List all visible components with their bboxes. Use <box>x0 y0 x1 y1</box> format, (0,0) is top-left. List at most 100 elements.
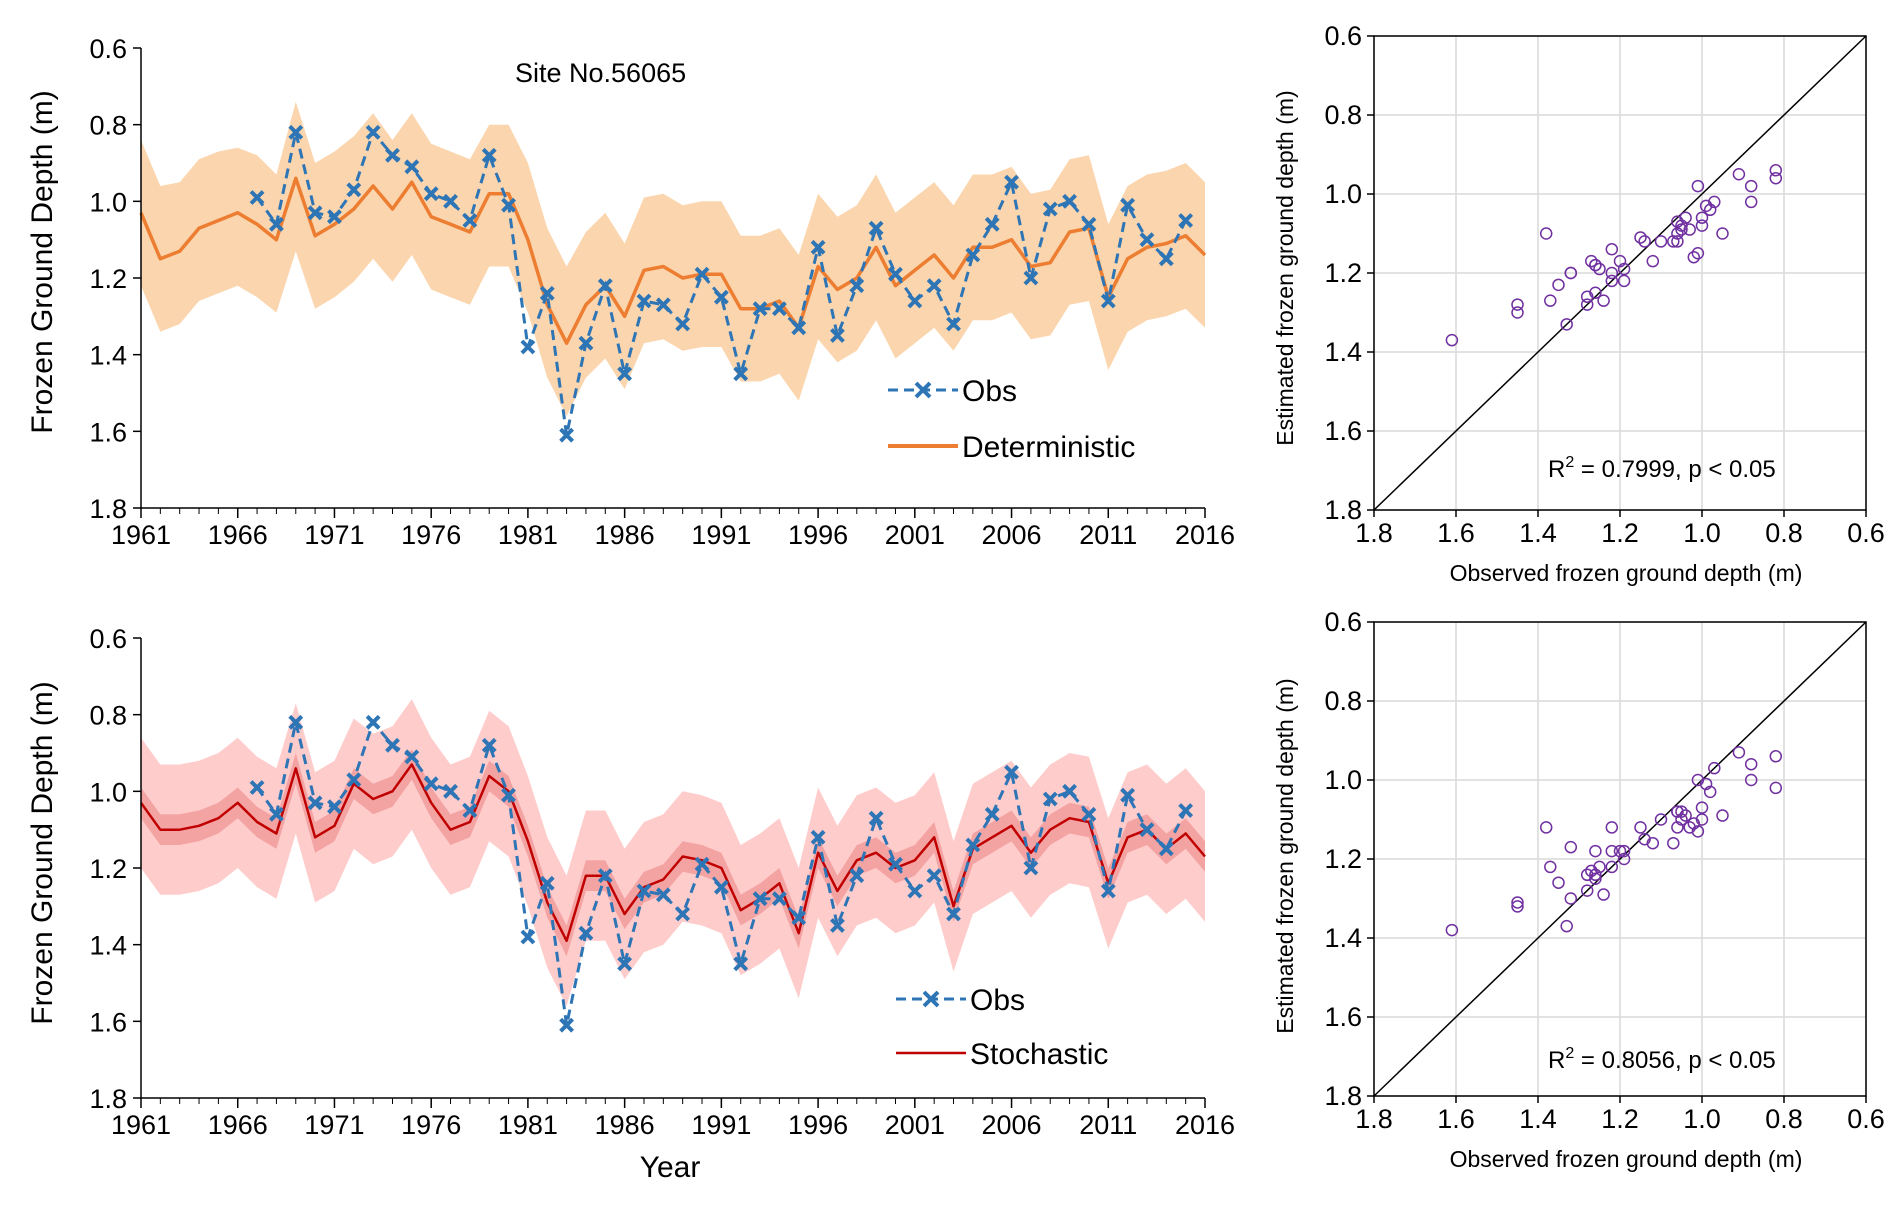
obs-point <box>481 147 497 163</box>
scatter-panel-bottom: 0.6 0.8 1.0 1.2 1.4 1.6 1.81.8 1.6 1.4 1.2 1.0 0.8 0… <box>1272 607 1885 1172</box>
obs-point <box>617 366 633 382</box>
x-axis-label: Observed frozen ground depth (m) <box>1450 560 1803 586</box>
scatter-point <box>1511 896 1524 909</box>
x-tick-label: 0.8 <box>1765 518 1803 548</box>
obs-point <box>404 159 420 175</box>
scatter-point <box>1703 785 1717 799</box>
scatter-point <box>1544 860 1557 874</box>
obs-point <box>327 209 342 225</box>
obs-point <box>946 316 961 332</box>
y-tick-label: 1.6 <box>89 417 127 447</box>
y-tick-label: 1.8 <box>89 1084 127 1114</box>
series-lines <box>139 714 1206 1033</box>
axes <box>1367 621 1867 1103</box>
obs-point <box>926 278 942 294</box>
scatter-point <box>1564 840 1578 854</box>
y-axis-label: Estimated frozen ground depth (m) <box>1272 678 1298 1033</box>
obs-point <box>520 339 536 355</box>
scatter-point <box>1667 836 1680 850</box>
obs-point <box>520 929 536 945</box>
scatter-point <box>1695 801 1709 814</box>
scatter-point <box>1511 900 1524 913</box>
scatter-point <box>1691 825 1705 838</box>
y-tick-label: 0.8 <box>1324 686 1362 716</box>
obs-point <box>888 266 903 282</box>
scatter-point <box>1605 860 1619 874</box>
y-tick-label: 1.6 <box>1324 416 1362 446</box>
scatter-point <box>1744 773 1758 787</box>
scatter-point <box>1716 809 1729 822</box>
obs-point <box>346 772 362 788</box>
obs-point <box>675 316 691 332</box>
obs-point <box>1062 193 1077 209</box>
x-tick-label: 1981 <box>498 520 558 550</box>
scatter-point <box>1580 298 1594 311</box>
obs-point <box>752 301 768 317</box>
legend: Obs Deterministic <box>888 375 1135 464</box>
scatter-point <box>1617 844 1631 858</box>
scatter-point <box>1539 227 1553 240</box>
x-tick-label: 2001 <box>885 1110 945 1140</box>
obs-point <box>1158 841 1174 857</box>
scatter-point <box>1580 884 1594 897</box>
obs-point <box>307 205 323 221</box>
scatter-point <box>1744 757 1758 771</box>
obs-point <box>462 803 478 818</box>
obs-point <box>791 320 807 336</box>
scatter-point <box>1552 278 1565 292</box>
obs-point <box>1004 764 1019 780</box>
scatter-point <box>1703 203 1717 217</box>
legend-obs-label: Obs <box>970 984 1025 1017</box>
obs-point <box>868 220 884 236</box>
y-tick-label: 0.8 <box>89 701 127 731</box>
y-tick-label: 1.2 <box>89 854 127 884</box>
x-tick-label: 1.8 <box>1355 1104 1393 1134</box>
scatter-point <box>1585 254 1598 268</box>
scatter-point <box>1617 262 1631 276</box>
scatter-point <box>1634 821 1647 834</box>
r2-value: = 0.8056, p < 0.05 <box>1574 1047 1776 1074</box>
uncertainty-band-inner <box>141 749 1205 957</box>
scatter-point <box>1617 274 1631 288</box>
obs-point <box>791 910 807 926</box>
scatter-point <box>1564 266 1578 280</box>
obs-point <box>655 297 671 313</box>
scatter-point <box>1744 195 1758 209</box>
legend-model-label: Deterministic <box>962 431 1135 464</box>
series-line-stochastic <box>139 763 1206 943</box>
x-tick-label: 2011 <box>1079 520 1137 550</box>
scatter-point <box>1560 318 1573 331</box>
scatter-point <box>1511 298 1524 311</box>
y-tick-label: 0.8 <box>89 111 127 141</box>
r2-prefix: R <box>1548 456 1565 483</box>
y-tick-label: 1.0 <box>89 777 127 807</box>
obs-point <box>965 247 981 263</box>
r2-superscript: 2 <box>1565 454 1574 471</box>
x-tick-label: 2011 <box>1079 1110 1137 1140</box>
obs-point <box>1042 791 1058 807</box>
scatter-point <box>1544 294 1557 307</box>
x-tick-label: 1.0 <box>1683 518 1721 548</box>
obs-point <box>288 714 304 730</box>
scatter-point <box>1671 821 1684 834</box>
scatter-point <box>1552 876 1565 889</box>
scatter-point <box>1691 179 1705 193</box>
x-tick-label: 1991 <box>691 520 751 550</box>
scatter-point <box>1708 195 1721 209</box>
y-tick-label: 1.8 <box>89 494 127 524</box>
scatter-point <box>1671 215 1684 228</box>
y-tick-label: 1.2 <box>89 264 127 294</box>
y-tick-label: 0.8 <box>1324 100 1362 130</box>
series-lines <box>139 124 1207 443</box>
r2-annotation: R2 = 0.8056, p < 0.05 <box>1548 1045 1776 1074</box>
obs-point <box>984 806 1000 822</box>
x-tick-label: 1.8 <box>1355 518 1393 548</box>
x-tick-label: 1961 <box>111 520 171 550</box>
scatter-point <box>1675 813 1688 826</box>
legend-obs-marker <box>914 381 932 399</box>
obs-point <box>1139 232 1155 248</box>
obs-point <box>868 810 884 826</box>
obs-point <box>423 776 439 792</box>
x-tick-label: 0.6 <box>1847 1104 1885 1134</box>
